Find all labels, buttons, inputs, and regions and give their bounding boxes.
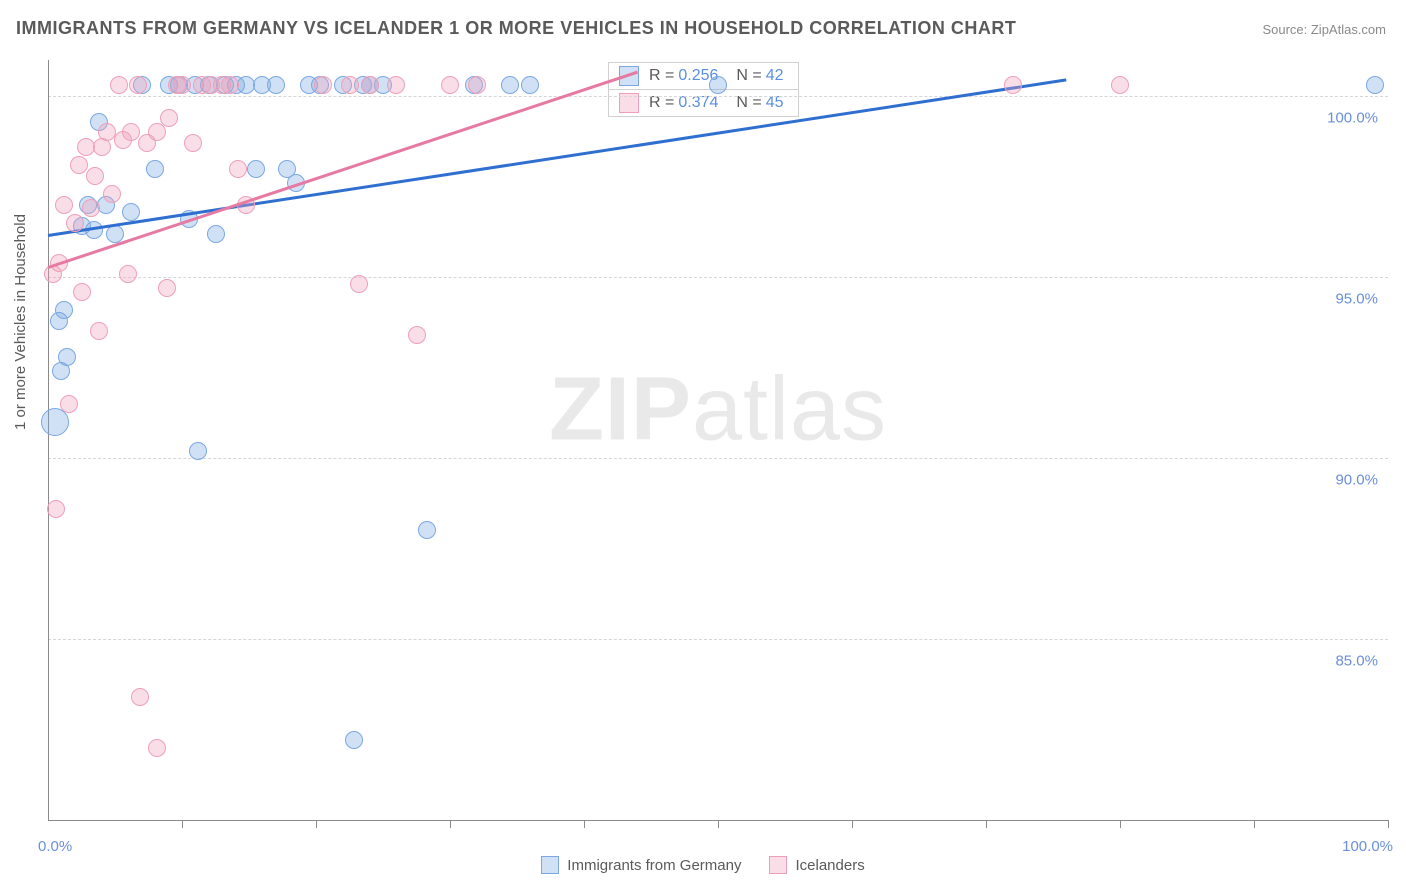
scatter-point [521,76,539,94]
x-tick [1388,820,1389,828]
scatter-point [221,76,239,94]
scatter-point [73,283,91,301]
scatter-point [1366,76,1384,94]
x-tick [450,820,451,828]
stats-r-label: R = [649,67,674,85]
scatter-point [131,688,149,706]
gridline [48,639,1388,640]
stats-n-value-germany: 42 [766,67,784,85]
scatter-point [148,739,166,757]
gridline [48,96,1388,97]
scatter-point [66,214,84,232]
scatter-point [184,134,202,152]
x-tick [584,820,585,828]
scatter-point [267,76,285,94]
stats-row-icelanders: R = 0.374 N = 45 [609,90,798,116]
watermark-atlas: atlas [692,359,887,459]
y-tick-label: 95.0% [1335,291,1378,308]
legend-label-germany: Immigrants from Germany [567,857,741,874]
scatter-point [110,76,128,94]
scatter-point [350,275,368,293]
gridline [48,458,1388,459]
y-tick-label: 85.0% [1335,653,1378,670]
legend-swatch-icelanders [769,856,787,874]
trend-line [48,71,638,269]
scatter-point [86,167,104,185]
scatter-point [122,203,140,221]
legend-swatch-germany [541,856,559,874]
scatter-point [47,500,65,518]
scatter-point [55,301,73,319]
legend-label-icelanders: Icelanders [795,857,864,874]
legend-item-germany: Immigrants from Germany [541,856,741,874]
scatter-point [122,123,140,141]
x-tick [316,820,317,828]
scatter-point [41,408,69,436]
legend: Immigrants from Germany Icelanders [0,856,1406,874]
watermark-zip: ZIP [549,359,692,459]
scatter-point [119,265,137,283]
watermark: ZIPatlas [549,358,887,461]
x-tick [1254,820,1255,828]
source-prefix: Source: [1262,22,1310,37]
stats-row-germany: R = 0.256 N = 42 [609,63,798,90]
scatter-point [1004,76,1022,94]
scatter-point [106,225,124,243]
scatter-point [148,123,166,141]
plot-area: ZIPatlas R = 0.256 N = 42 R = 0.374 N = … [48,60,1388,820]
scatter-point [146,160,164,178]
scatter-point [361,76,379,94]
scatter-point [55,196,73,214]
scatter-point [441,76,459,94]
scatter-point [103,185,121,203]
scatter-point [314,76,332,94]
y-axis-line [48,60,49,820]
trend-line [48,78,1067,236]
scatter-point [345,731,363,749]
scatter-point [468,76,486,94]
y-tick-label: 100.0% [1327,110,1378,127]
scatter-point [189,442,207,460]
stats-n-label: N = [736,67,761,85]
y-tick-label: 90.0% [1335,472,1378,489]
x-tick [718,820,719,828]
scatter-point [207,225,225,243]
source-credit: Source: ZipAtlas.com [1262,22,1386,37]
scatter-point [70,156,88,174]
source-name: ZipAtlas.com [1311,22,1386,37]
scatter-point [229,160,247,178]
scatter-point [247,160,265,178]
gridline [48,277,1388,278]
scatter-point [173,76,191,94]
scatter-point [1111,76,1129,94]
scatter-point [709,76,727,94]
scatter-point [341,76,359,94]
legend-item-icelanders: Icelanders [769,856,864,874]
x-min-label: 0.0% [38,838,72,855]
scatter-point [60,395,78,413]
scatter-point [501,76,519,94]
scatter-point [82,199,100,217]
scatter-point [387,76,405,94]
scatter-point [418,521,436,539]
chart-title: IMMIGRANTS FROM GERMANY VS ICELANDER 1 O… [16,18,1016,39]
x-tick [182,820,183,828]
x-max-label: 100.0% [1342,838,1393,855]
scatter-point [58,348,76,366]
scatter-point [129,76,147,94]
scatter-point [158,279,176,297]
x-tick [986,820,987,828]
scatter-point [160,109,178,127]
y-axis-label: 1 or more Vehicles in Household [12,214,29,430]
scatter-point [408,326,426,344]
x-tick [852,820,853,828]
scatter-point [90,322,108,340]
x-tick [1120,820,1121,828]
